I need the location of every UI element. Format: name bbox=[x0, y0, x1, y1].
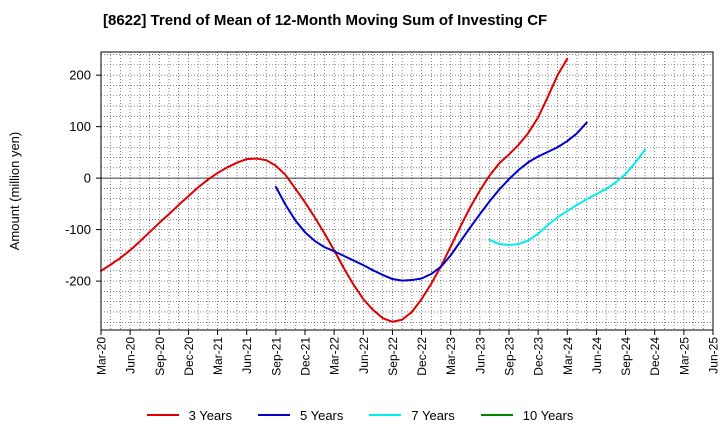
y-tick-label: -200 bbox=[65, 274, 91, 289]
legend-swatch bbox=[146, 414, 179, 416]
x-tick-label: Dec-24 bbox=[648, 337, 662, 376]
x-tick-label: Jun-20 bbox=[124, 337, 138, 374]
grid-layer bbox=[101, 52, 713, 330]
y-tick-label: 200 bbox=[69, 68, 91, 83]
x-tick-label: Sep-22 bbox=[386, 337, 400, 376]
x-tick-label: Jun-25 bbox=[707, 337, 720, 374]
series-layer bbox=[100, 57, 646, 323]
x-tick-label: Sep-23 bbox=[503, 337, 517, 376]
x-tick-label: Mar-24 bbox=[561, 337, 575, 375]
axis-layer: 200 100 0 -100 -200 Mar-20 Jun-20 Sep-20 Dec-20 M… bbox=[65, 68, 720, 376]
x-tick-label: Sep-20 bbox=[153, 337, 167, 376]
legend: 3 Years 5 Years 7 Years 10 Years bbox=[0, 404, 720, 426]
x-tick-label: Dec-20 bbox=[182, 337, 196, 376]
legend-label: 3 Years bbox=[188, 407, 232, 423]
legend-swatch bbox=[480, 414, 513, 416]
y-tick-label: -100 bbox=[65, 222, 91, 237]
x-tick-label: Dec-21 bbox=[299, 337, 313, 376]
legend-label: 5 Years bbox=[300, 407, 344, 423]
x-tick-label: Mar-21 bbox=[211, 337, 225, 375]
x-tick-label: Mar-25 bbox=[677, 337, 691, 375]
legend-swatch bbox=[258, 414, 290, 416]
y-tick-label: 0 bbox=[84, 171, 91, 186]
x-tick-label: Jun-21 bbox=[240, 337, 254, 374]
plot-frame bbox=[100, 51, 714, 331]
x-tick-label: Mar-22 bbox=[328, 337, 342, 375]
legend-label: 7 Years bbox=[411, 407, 455, 423]
x-tick-label: Sep-24 bbox=[619, 337, 633, 376]
x-tick-label: Dec-23 bbox=[532, 337, 546, 376]
y-axis-label: Amount (million yen) bbox=[7, 132, 22, 251]
legend-item: 3 Years bbox=[146, 407, 232, 423]
x-tick-label: Mar-20 bbox=[95, 337, 109, 375]
chart-title: [8622] Trend of Mean of 12-Month Moving … bbox=[103, 12, 548, 29]
series-line-5-years bbox=[274, 121, 588, 282]
legend-item: 5 Years bbox=[258, 408, 343, 423]
x-tick-label: Sep-21 bbox=[269, 337, 283, 376]
y-tick-label: 100 bbox=[69, 119, 91, 134]
x-tick-label: Jun-24 bbox=[590, 337, 604, 374]
x-tick-label: Jun-22 bbox=[357, 337, 371, 374]
x-tick-label: Jun-23 bbox=[473, 337, 487, 374]
x-tick-label: Dec-22 bbox=[415, 337, 429, 376]
legend-item: 10 Years bbox=[480, 407, 574, 423]
legend-item: 7 Years bbox=[369, 407, 455, 423]
x-tick-label: Mar-23 bbox=[444, 337, 458, 375]
legend-swatch bbox=[369, 414, 402, 416]
legend-label: 10 Years bbox=[522, 407, 574, 423]
series-line-7-years bbox=[488, 148, 646, 247]
